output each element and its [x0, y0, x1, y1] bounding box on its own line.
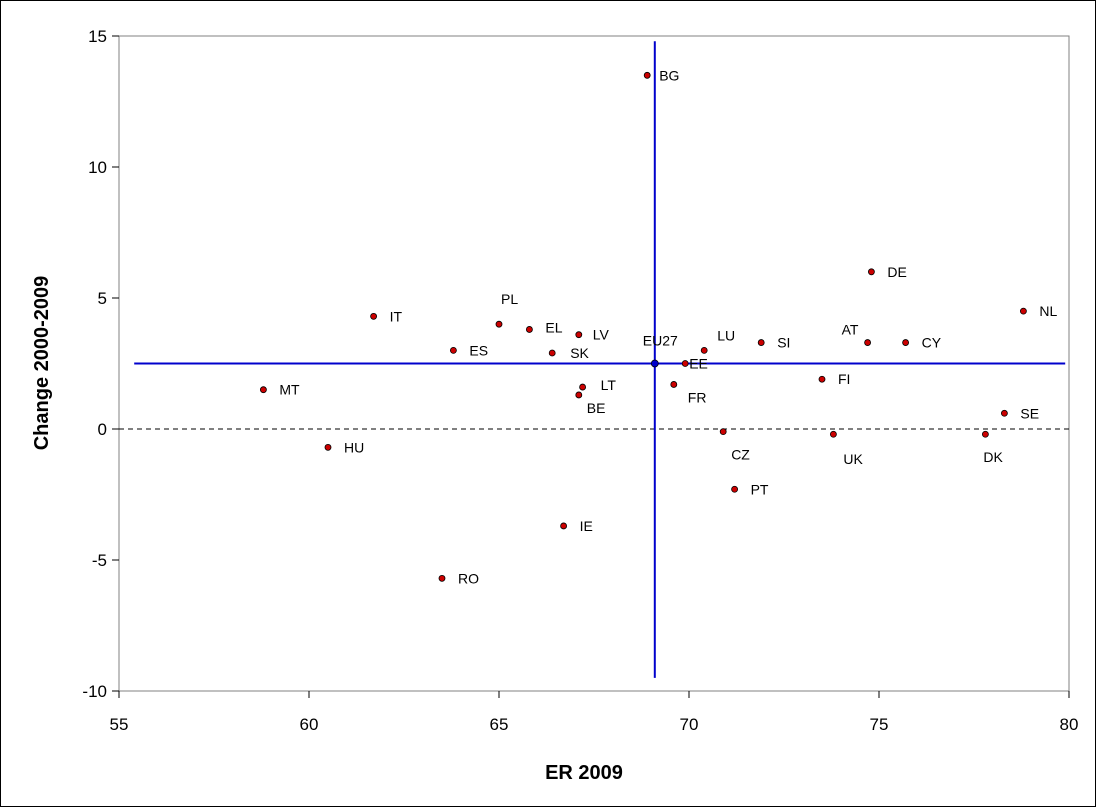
- point-label-pl: PL: [501, 291, 518, 307]
- data-point-uk: [830, 430, 837, 438]
- data-point-lt: [579, 383, 586, 391]
- point-label-ie: IE: [580, 518, 593, 534]
- point-label-be: BE: [587, 400, 606, 416]
- point-label-es: ES: [469, 342, 488, 358]
- axes: 55 60 65 70 75 80 -10 -5 0 5 10 15: [82, 27, 1078, 734]
- x-tick-label: 80: [1060, 715, 1079, 734]
- point-label-it: IT: [390, 308, 403, 324]
- point-label-nl: NL: [1039, 303, 1057, 319]
- y-tick-label: -10: [82, 682, 107, 701]
- point-label-el: EL: [545, 319, 562, 335]
- point-label-bg: BG: [659, 67, 679, 83]
- data-point-hu: [324, 443, 332, 451]
- point-label-eu27: EU27: [643, 333, 678, 349]
- x-tick-label: 75: [870, 715, 889, 734]
- point-label-cz: CZ: [731, 447, 750, 463]
- x-tick-label: 60: [300, 715, 319, 734]
- data-point-be: [575, 391, 583, 399]
- point-label-lu: LU: [717, 327, 735, 343]
- y-tick-label: 15: [88, 27, 107, 46]
- data-point-ro: [438, 574, 446, 582]
- data-point-at: [864, 339, 871, 346]
- data-point-bg: [643, 71, 651, 79]
- y-tick-label: 5: [98, 289, 107, 308]
- point-label-de: DE: [887, 264, 906, 280]
- data-point-cz: [719, 428, 727, 436]
- point-label-cy: CY: [922, 335, 942, 351]
- data-point-mt: [259, 386, 267, 394]
- point-label-ee: EE: [689, 356, 708, 372]
- point-label-si: SI: [777, 335, 790, 351]
- data-point-nl: [1020, 307, 1027, 315]
- data-point-se: [1001, 409, 1008, 417]
- point-labels: BG DE NL IT PL EL LV AT CY SI LU ES SK EU27 EE FI FR LT MT…: [279, 67, 1057, 586]
- point-label-uk: UK: [843, 451, 863, 467]
- data-point-el: [526, 326, 533, 333]
- data-point-sk: [548, 349, 556, 357]
- point-label-ro: RO: [458, 570, 479, 586]
- point-label-dk: DK: [983, 449, 1003, 465]
- data-point-ee: [681, 360, 689, 367]
- x-axis-title: ER 2009: [545, 762, 623, 784]
- data-point-ie: [560, 522, 567, 530]
- data-point-lu: [700, 346, 708, 354]
- x-tick-label: 55: [110, 715, 129, 734]
- data-point-dk: [982, 430, 989, 438]
- data-points: [259, 71, 1027, 582]
- y-tick-label: -5: [92, 551, 107, 570]
- y-tick-label: 0: [98, 420, 107, 439]
- point-label-fr: FR: [688, 389, 707, 405]
- point-label-se: SE: [1020, 405, 1039, 421]
- y-axis-title: Change 2000-2009: [31, 276, 53, 451]
- y-tick-label: 10: [88, 158, 107, 177]
- data-point-es: [449, 346, 457, 354]
- point-label-hu: HU: [344, 439, 364, 455]
- data-point-lv: [575, 331, 583, 339]
- data-point-pl: [495, 320, 503, 328]
- x-tick-label: 65: [490, 715, 509, 734]
- point-label-lt: LT: [601, 377, 617, 393]
- reference-lines: [134, 41, 1066, 678]
- x-tick-label: 70: [680, 715, 699, 734]
- data-point-fr: [670, 381, 678, 388]
- point-label-fi: FI: [838, 371, 850, 387]
- data-point-si: [757, 339, 765, 346]
- plot-border: [118, 35, 1070, 692]
- data-point-fi: [818, 375, 826, 383]
- data-point-it: [370, 312, 378, 320]
- point-label-pt: PT: [751, 481, 769, 497]
- point-label-mt: MT: [279, 382, 300, 398]
- point-label-lv: LV: [593, 327, 610, 343]
- data-point-de: [868, 268, 875, 276]
- data-point-pt: [731, 485, 738, 493]
- data-point-eu27: [650, 359, 659, 368]
- data-point-cy: [902, 339, 909, 346]
- point-label-at: AT: [842, 322, 859, 338]
- point-label-sk: SK: [570, 345, 589, 361]
